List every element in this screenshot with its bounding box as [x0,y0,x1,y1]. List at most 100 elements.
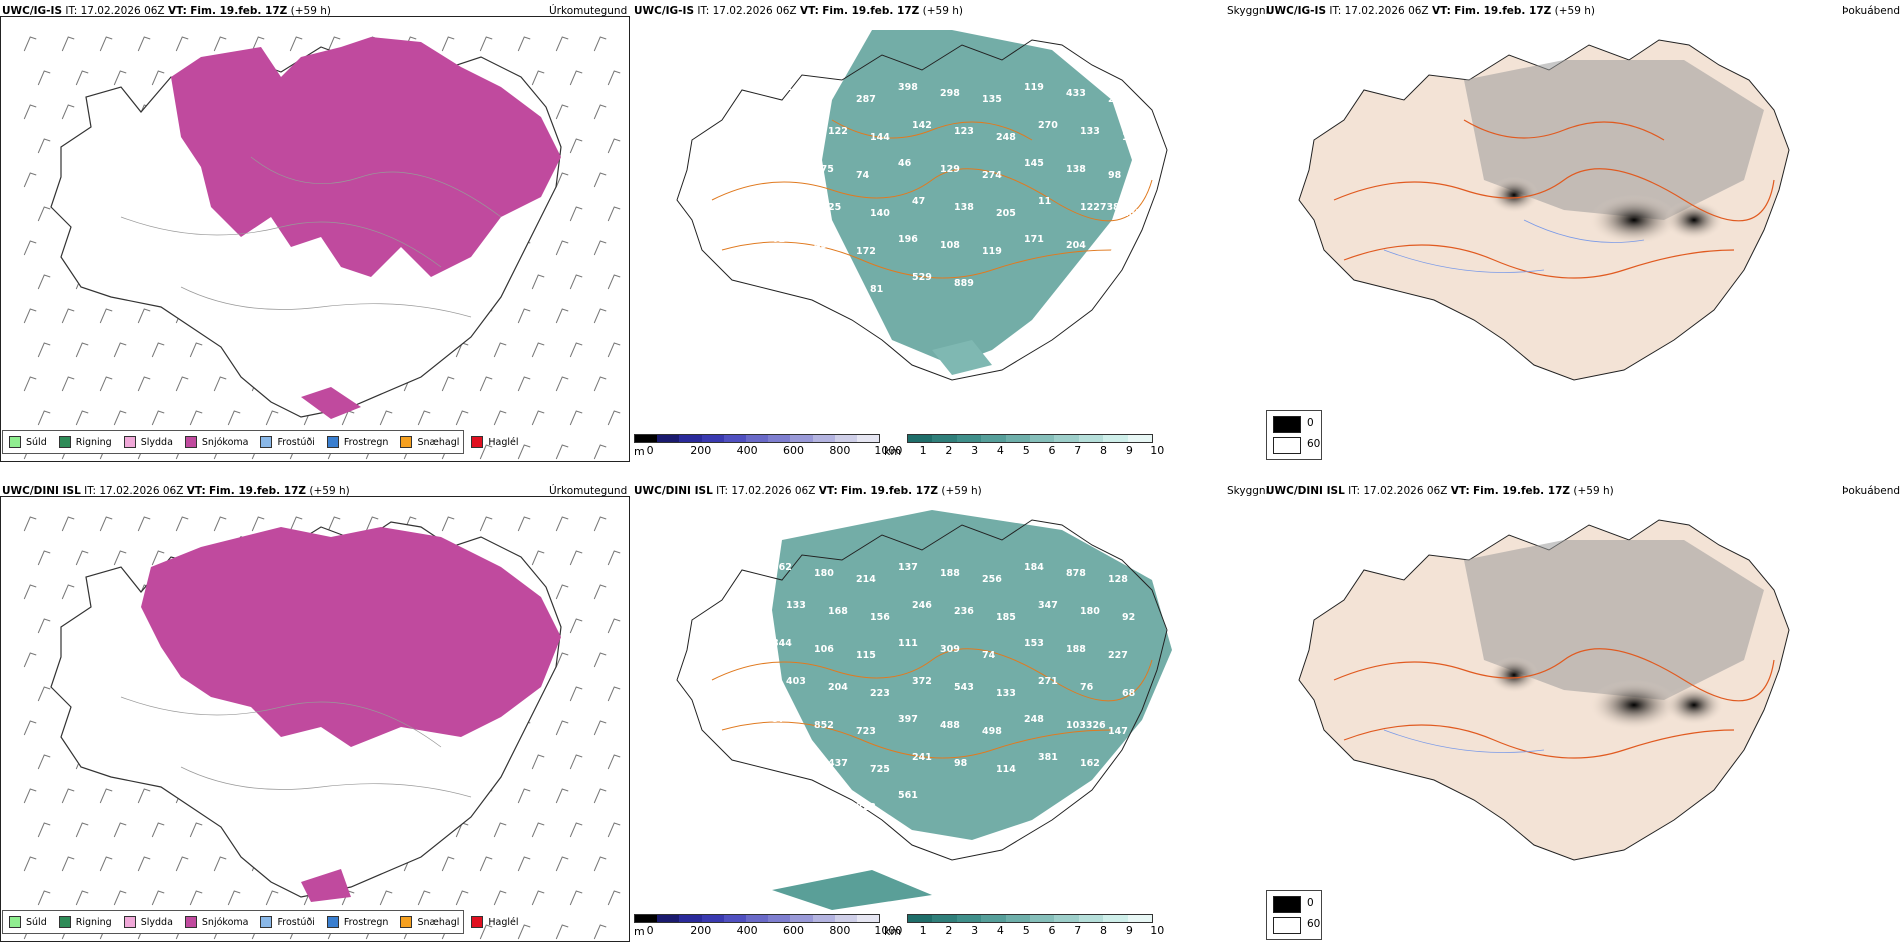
wind-barb [113,822,127,838]
colorbar-segment [908,435,933,442]
colorbar-segment [1054,435,1079,442]
legend-label: Frostregn [343,916,389,928]
colorbar-segment [812,915,835,922]
legend-item: Súld [9,436,47,448]
wind-barb [555,584,569,600]
fog-index-key: 0 60 [1266,410,1322,460]
visibility-value: 129 [940,164,960,175]
wind-barb [441,856,455,872]
wind-barb [251,36,265,52]
visibility-value: 111 [898,638,918,649]
wind-barb [531,70,545,86]
visibility-value: 455 [814,240,834,251]
visibility-value: 135 [982,94,1002,105]
wind-barb [555,856,569,872]
wind-barb [593,36,607,52]
visibility-value: 157 [1122,132,1142,143]
visibility-value: 138 [1066,164,1086,175]
visibility-value: 372 [912,676,932,687]
wind-barb [265,890,279,906]
visibility-value: 168 [828,606,848,617]
colorbar-tick-label: 4 [996,444,1004,457]
wind-barb [365,516,379,532]
colorbar-segment [1127,915,1153,922]
colorbar-tick-label: 5 [1022,924,1030,937]
colorbar-segment [1054,915,1079,922]
colorbar-tick-label: 400 [736,444,758,457]
colorbar-tick-label: 800 [829,444,851,457]
cloud-base-unit: m [634,445,645,458]
colorbar-segment [768,915,791,922]
wind-barb [37,342,51,358]
visibility-value: 543 [954,682,974,693]
wind-barb [75,70,89,86]
wind-barb [593,652,607,668]
legend-item: Snjókoma [184,436,249,448]
legend-label: Snæhagl [417,436,460,448]
visibility-value: 437 [828,758,848,769]
colorbar-segment [745,435,769,442]
visibility-value: 25 [828,202,841,213]
legend-label: Snjókoma [201,436,249,448]
wind-barb [213,36,227,52]
visibility-value: 287 [856,94,876,105]
wind-barb [531,890,545,906]
wind-barb [593,308,607,324]
legend-item: Haglél [471,436,519,448]
colorbar-tick-label: 6 [1048,444,1056,457]
visibility-value: 137 [898,562,918,573]
colorbar-segment [723,435,746,442]
visibility-value: 73 [1108,246,1121,257]
wind-barb [379,410,393,426]
product-label: Úrkomutegund [549,5,628,17]
wind-barb [555,172,569,188]
visibility-value: 185 [996,612,1016,623]
wind-barb [479,516,493,532]
wind-barb [593,720,607,736]
visibility-value: 162 [1080,758,1100,769]
colorbar-segment [1030,915,1055,922]
product-label: Skyggni [1227,485,1269,497]
legend-item: Rigning [58,916,112,928]
fog-key-label-0: 0 [1307,897,1314,909]
wind-barb [531,274,545,290]
wind-barb [23,856,37,872]
wind-barb [569,70,583,86]
visibility-value: 188 [940,568,960,579]
wind-barb [531,550,545,566]
product-label: Skyggni [1227,5,1269,17]
colorbar-tick-label: 7 [1074,444,1082,457]
wind-barb [555,788,569,804]
wind-barb [593,444,607,460]
colorbar-tick-label: 1 [919,924,927,937]
wind-barb [593,584,607,600]
fog-index-panel: UWC/DINI ISL IT: 17.02.2026 06Z VT: Fim.… [1264,480,1900,950]
wind-barb [455,410,469,426]
visibility-value: 46 [898,158,912,169]
wind-barb [569,274,583,290]
precip-type-legend: Súld Rigning Slydda Snjókoma Frostúði Frostre… [2,910,519,934]
wind-barb [593,516,607,532]
wind-barb [75,822,89,838]
legend-swatch [260,916,273,928]
visibility-value: 347 [1038,600,1058,611]
fog-key-label-0: 0 [1307,417,1314,429]
colorbar-tick-label: 1000 [874,924,903,937]
colorbar-tick-label: 600 [782,924,804,937]
wind-barb [113,342,127,358]
wind-barb [23,720,37,736]
visibility-value: 311 [814,796,834,807]
wind-barb [213,856,227,872]
legend-item: Frostúði [260,436,315,448]
visibility-value: 561 [898,790,918,801]
wind-barb [569,686,583,702]
wind-barb [213,516,227,532]
colorbar-segment [856,435,880,442]
visibility-value: 246 [912,600,932,611]
visibility-value: 47 [912,196,925,207]
wind-barb [37,822,51,838]
legend-swatch [123,916,136,928]
visibility-value: 204 [1066,240,1086,251]
wind-barb [175,856,189,872]
wind-barb [23,376,37,392]
